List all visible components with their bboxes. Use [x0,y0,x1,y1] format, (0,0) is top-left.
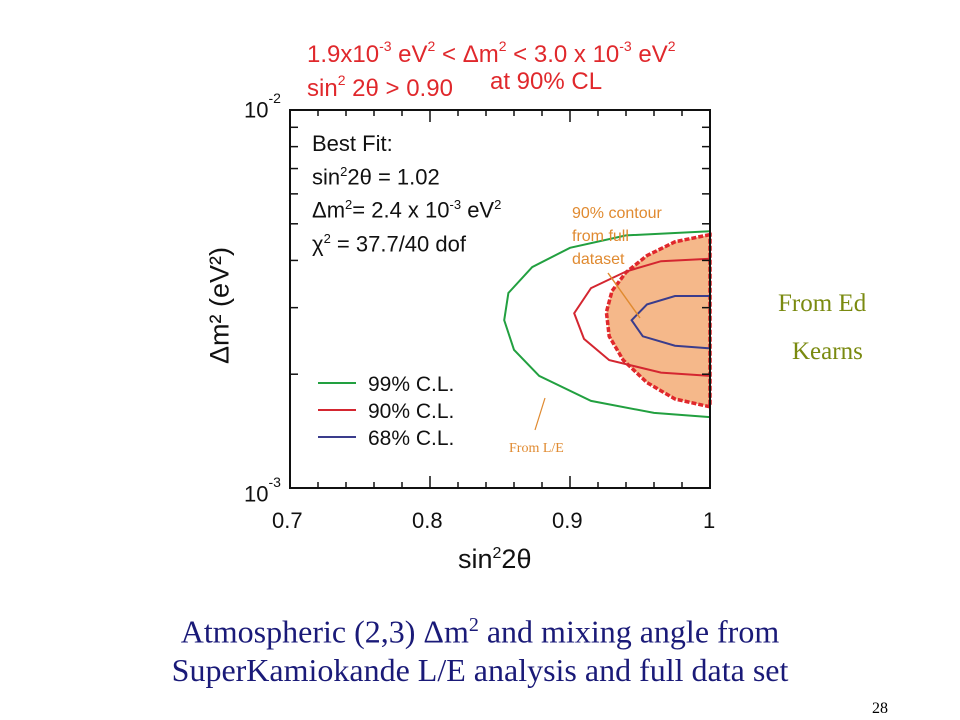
contour-90-contour-from-full-dataset [604,232,712,409]
legend: 99% C.L. 90% C.L. 68% C.L. [318,373,454,450]
best-fit-dm2: Δm2= 2.4 x 10-3 eV2 [312,197,502,223]
credit-line-2: Kearns [792,338,863,365]
from-le-pointer [534,397,546,431]
legend-label-90: 90% C.L. [368,400,454,423]
credit-line-1: From Ed [778,290,867,317]
xtick-1: 1 [703,508,716,533]
y-axis-label: Δm² (eV²) [204,246,235,365]
best-fit-sin2: sin22θ = 1.02 [312,164,440,190]
best-fit-chi2: χ2 = 37.7/40 dof [312,230,466,256]
annotation-contour-1: 90% contour [572,205,663,222]
annotation-contour-2: from full [572,228,629,245]
tick-layer [289,110,711,488]
contour-layer [503,230,712,419]
xtick-0.9: 0.9 [552,508,583,533]
contour-99-c-l- [503,230,711,419]
header-line-2: sin2 2θ > 0.90 [307,72,453,102]
page-number: 28 [872,700,888,717]
best-fit-heading: Best Fit: [312,131,393,156]
xtick-0.8: 0.8 [412,508,443,533]
annotation-contour-3: dataset [572,251,625,268]
x-axis-label: sin22θ [458,544,532,574]
legend-label-99: 99% C.L. [368,373,454,396]
plot-frame [289,109,711,489]
annotation-arrow [607,272,641,319]
xtick-0.7: 0.7 [272,508,303,533]
contour-90-c-l- [573,257,711,377]
header-line-1: 1.9x10-3 eV2 < Δm2 < 3.0 x 10-3 eV2 [307,38,676,68]
header-line-2-cl: at 90% CL [490,68,603,95]
ytick-top: 10-2 [244,90,281,123]
slide-caption: Atmospheric (2,3) Δm2 and mixing angle f… [0,606,960,689]
from-le-label: From L/E [509,441,564,456]
caption-line-1: Atmospheric (2,3) Δm2 and mixing angle f… [180,613,780,650]
legend-label-68: 68% C.L. [368,427,454,450]
caption-line-2: SuperKamiokande L/E analysis and full da… [171,651,789,688]
contour-68-c-l- [630,295,711,350]
ytick-bottom: 10-3 [244,474,281,507]
best-fit-block: Best Fit: sin22θ = 1.02 Δm2= 2.4 x 10-3 … [312,130,501,258]
